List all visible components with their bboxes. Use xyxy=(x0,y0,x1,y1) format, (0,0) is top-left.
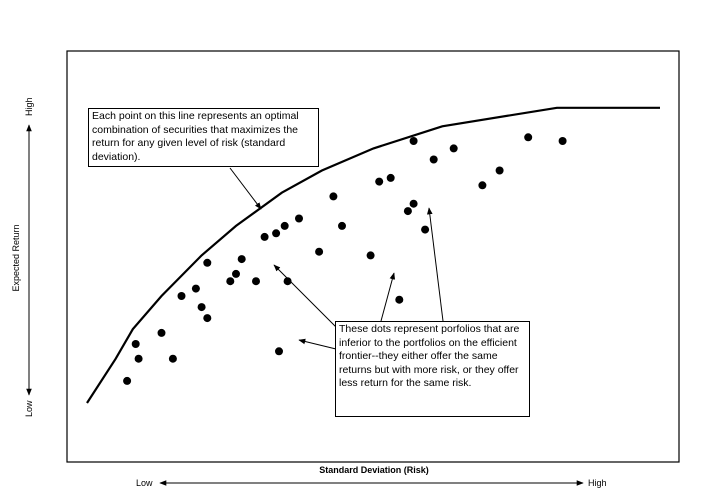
portfolio-point xyxy=(315,247,324,256)
portfolio-point xyxy=(429,155,438,164)
portfolio-point xyxy=(558,137,567,145)
portfolio-point xyxy=(157,328,166,337)
portfolio-point xyxy=(177,292,186,300)
callout-bottom-arrow-3 xyxy=(380,272,396,322)
portfolio-point xyxy=(123,376,132,385)
portfolio-point xyxy=(226,277,235,286)
portfolio-point xyxy=(478,181,487,190)
portfolio-point xyxy=(232,269,240,278)
portfolio-point xyxy=(524,133,533,142)
y-axis-high-label: High xyxy=(24,97,34,116)
callout-bottom-arrow-1 xyxy=(273,264,337,328)
portfolio-point xyxy=(403,207,412,216)
portfolio-point xyxy=(409,199,418,208)
portfolio-point xyxy=(131,340,140,348)
callout-bottom-arrow-2 xyxy=(298,338,337,350)
portfolio-point xyxy=(449,144,458,153)
portfolio-point xyxy=(275,347,283,356)
portfolio-point xyxy=(197,303,206,312)
frontier-annotation: Each point on this line represents an op… xyxy=(88,108,319,167)
portfolio-point xyxy=(421,225,430,234)
portfolio-dots xyxy=(123,133,567,385)
portfolio-point xyxy=(409,137,418,145)
portfolio-point xyxy=(495,166,504,175)
portfolio-point xyxy=(272,229,281,238)
portfolio-point xyxy=(280,221,289,230)
portfolio-point xyxy=(386,173,395,182)
inferior-portfolios-annotation: These dots represent porfolios that are … xyxy=(335,321,530,417)
portfolio-point xyxy=(260,232,269,241)
portfolio-point xyxy=(237,255,246,264)
portfolio-point xyxy=(191,284,200,293)
x-axis-high-label: High xyxy=(588,478,607,488)
y-axis-label: Expected Return xyxy=(11,224,21,291)
portfolio-point xyxy=(295,214,303,223)
portfolio-point xyxy=(366,251,375,260)
x-axis-low-label: Low xyxy=(136,478,153,488)
portfolio-point xyxy=(252,277,260,286)
portfolio-point xyxy=(329,192,338,201)
y-axis-low-label: Low xyxy=(24,400,34,417)
portfolio-point xyxy=(375,177,384,186)
portfolio-point xyxy=(203,258,212,267)
portfolio-point xyxy=(134,354,143,363)
portfolio-point xyxy=(168,354,177,363)
portfolio-point xyxy=(283,277,292,286)
x-axis-label: Standard Deviation (Risk) xyxy=(319,465,429,475)
callout-bottom-arrow-4 xyxy=(426,207,444,322)
portfolio-point xyxy=(395,295,404,304)
portfolio-point xyxy=(338,221,346,230)
portfolio-point xyxy=(203,314,212,323)
callout-top-arrow xyxy=(229,167,262,210)
